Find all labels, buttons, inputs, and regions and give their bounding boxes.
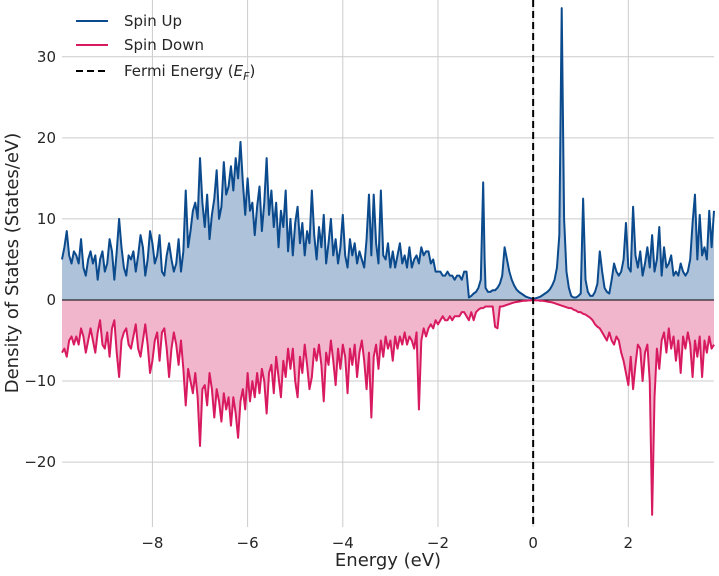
x-tick-labels: −8 −6 −4 −2 0 2 xyxy=(141,534,633,552)
y-tick-labels: −20 −10 0 10 20 30 xyxy=(24,48,56,471)
x-tick-label: 0 xyxy=(528,534,538,552)
legend: Spin Up Spin Down Fermi Energy (EF) xyxy=(76,12,255,83)
y-tick-label: −10 xyxy=(24,372,56,390)
x-axis-label: Energy (eV) xyxy=(335,550,441,571)
legend-spin-down-label: Spin Down xyxy=(124,36,204,54)
y-tick-label: −20 xyxy=(24,453,56,471)
legend-fermi-suffix: ) xyxy=(249,62,255,80)
x-tick-label: −8 xyxy=(141,534,163,552)
spin-up-fill-area xyxy=(62,8,714,300)
legend-fermi-symbol: E xyxy=(234,62,244,80)
x-tick-label: −6 xyxy=(237,534,259,552)
y-tick-label: 10 xyxy=(37,210,56,228)
legend-fermi-prefix: Fermi Energy ( xyxy=(124,62,234,80)
x-tick-label: 2 xyxy=(624,534,634,552)
y-tick-label: 20 xyxy=(37,129,56,147)
spin-up-series-line xyxy=(61,7,715,300)
x-tick-label: −4 xyxy=(332,534,354,552)
y-tick-label: 0 xyxy=(46,291,56,309)
x-tick-label: −2 xyxy=(427,534,449,552)
y-axis-label: Density of States (States/eV) xyxy=(2,133,23,394)
legend-fermi-label: Fermi Energy (EF) xyxy=(124,62,255,83)
spin-down-series-line xyxy=(61,298,715,516)
spin-down-fill-area xyxy=(62,299,714,515)
y-tick-label: 30 xyxy=(37,48,56,66)
legend-fermi-subscript: F xyxy=(243,70,250,83)
legend-spin-up-label: Spin Up xyxy=(124,12,182,30)
